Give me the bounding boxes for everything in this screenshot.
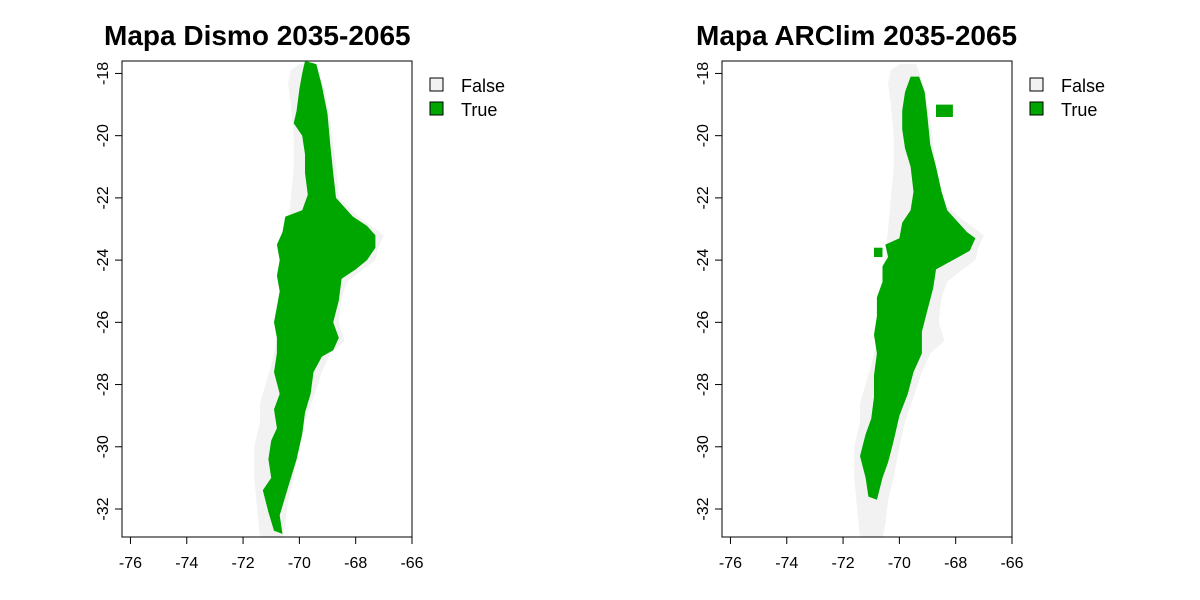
y-tick-label: -22 (95, 186, 112, 209)
x-tick-label: -72 (232, 555, 255, 572)
x-tick-label: -76 (719, 555, 742, 572)
map-title: Mapa ARClim 2035-2065 (696, 20, 1017, 51)
y-tick-label: -28 (95, 373, 112, 396)
x-tick-label: -72 (832, 555, 855, 572)
map-svg: Mapa Dismo 2035-2065 -76 -74 -72 -70 -68 -66 … (95, 20, 505, 572)
map-title: Mapa Dismo 2035-2065 (104, 20, 411, 51)
y-tick-label: -18 (95, 62, 112, 85)
y-tick-label: -32 (695, 497, 712, 520)
x-tick-label: -68 (944, 555, 967, 572)
y-tick-label: -30 (95, 435, 112, 458)
y-tick-label: -30 (695, 435, 712, 458)
legend-label-true: True (461, 100, 497, 120)
legend-swatch-false (1029, 77, 1044, 92)
y-tick-label: -32 (95, 497, 112, 520)
x-tick-label: -66 (400, 555, 423, 572)
raster-layer (254, 61, 384, 537)
true-area-0 (860, 76, 976, 500)
legend-swatch-false (429, 77, 444, 92)
map-panel-arclim: Mapa ARClim 2035-2065 -76 -74 -72 -70 -68 -66… (600, 0, 1200, 600)
x-tick-label: -66 (1000, 555, 1023, 572)
y-tick-label: -24 (95, 248, 112, 271)
raster-layer (854, 64, 984, 537)
y-axis: -18 -20 -22 -24 -26 -28 -30 -32 (95, 62, 123, 521)
x-tick-label: -74 (175, 555, 198, 572)
y-tick-label: -18 (695, 62, 712, 85)
x-tick-label: -70 (888, 555, 911, 572)
y-tick-label: -20 (695, 124, 712, 147)
y-tick-label: -20 (95, 124, 112, 147)
legend-label-true: True (1061, 100, 1097, 120)
x-tick-label: -68 (344, 555, 367, 572)
legend-swatch-true (1029, 101, 1044, 116)
x-axis: -76 -74 -72 -70 -68 -66 (719, 536, 1024, 572)
legend: False True (1029, 76, 1105, 120)
legend: False True (429, 76, 505, 120)
y-tick-label: -26 (695, 311, 712, 334)
legend-label-false: False (461, 76, 505, 96)
x-tick-label: -76 (119, 555, 142, 572)
y-tick-label: -26 (95, 311, 112, 334)
true-area-1 (936, 104, 953, 117)
y-tick-label: -28 (695, 373, 712, 396)
map-panel-dismo: Mapa Dismo 2035-2065 -76 -74 -72 -70 -68 -66 … (95, 20, 505, 572)
y-tick-label: -22 (695, 186, 712, 209)
x-tick-label: -70 (288, 555, 311, 572)
y-tick-label: -24 (695, 248, 712, 271)
true-area-0 (262, 61, 376, 534)
true-area-2 (874, 247, 883, 257)
x-axis: -76 -74 -72 -70 -68 -66 (119, 536, 424, 572)
x-tick-label: -74 (775, 555, 798, 572)
legend-swatch-true (429, 101, 444, 116)
legend-label-false: False (1061, 76, 1105, 96)
y-axis: -18 -20 -22 -24 -26 -28 -30 -32 (695, 62, 723, 521)
map-svg: Mapa ARClim 2035-2065 -76 -74 -72 -70 -68 -66… (695, 20, 1105, 572)
